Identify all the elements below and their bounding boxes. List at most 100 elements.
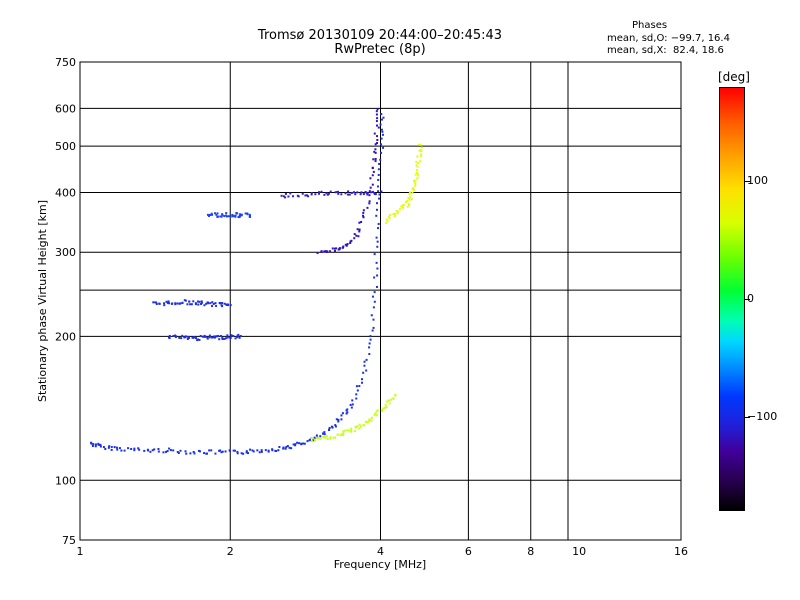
data-point xyxy=(137,447,140,450)
data-point xyxy=(248,214,251,217)
data-point xyxy=(310,440,313,443)
data-point xyxy=(303,442,306,445)
data-point xyxy=(220,451,223,454)
data-point xyxy=(381,130,384,133)
data-point xyxy=(219,215,222,218)
data-point xyxy=(355,234,358,237)
data-point xyxy=(407,204,410,207)
data-point xyxy=(358,427,361,430)
data-point xyxy=(123,449,126,452)
data-point xyxy=(408,202,411,205)
data-point xyxy=(233,449,236,452)
data-point xyxy=(335,418,338,421)
data-point xyxy=(152,301,155,304)
data-point xyxy=(397,210,400,213)
data-point xyxy=(196,338,199,341)
data-point xyxy=(260,449,263,452)
data-point xyxy=(153,448,156,451)
data-point xyxy=(371,174,374,177)
data-point xyxy=(368,190,371,193)
data-point xyxy=(369,186,372,189)
data-point xyxy=(389,214,392,217)
data-point xyxy=(168,336,171,339)
data-point xyxy=(157,447,160,450)
data-point xyxy=(223,302,226,305)
data-point xyxy=(232,214,235,217)
data-point xyxy=(120,449,123,452)
data-point xyxy=(383,406,386,409)
data-point xyxy=(350,429,353,432)
y-tick-label: 750 xyxy=(55,56,76,69)
data-point xyxy=(373,193,376,196)
data-point xyxy=(378,162,381,165)
y-tick-label: 600 xyxy=(55,102,76,115)
data-point xyxy=(245,451,248,454)
data-point xyxy=(239,213,242,216)
data-point xyxy=(356,228,359,231)
data-point xyxy=(377,126,380,129)
data-point xyxy=(107,446,110,449)
data-point xyxy=(375,120,378,123)
data-point xyxy=(373,150,376,153)
data-point xyxy=(345,244,348,247)
data-point xyxy=(238,336,241,339)
data-point xyxy=(201,335,204,338)
data-point xyxy=(211,336,214,339)
data-point xyxy=(366,206,369,209)
data-point xyxy=(227,304,230,307)
data-point xyxy=(388,215,391,218)
data-point xyxy=(211,213,214,216)
data-point xyxy=(359,193,362,196)
data-point xyxy=(271,449,274,452)
data-point xyxy=(167,300,170,303)
data-point xyxy=(327,192,330,195)
data-point xyxy=(225,215,228,218)
data-point xyxy=(368,418,371,421)
data-point xyxy=(232,334,235,337)
data-point xyxy=(194,337,197,340)
data-point xyxy=(162,451,165,454)
data-point xyxy=(375,124,378,127)
data-point xyxy=(374,160,377,163)
data-point xyxy=(197,449,200,452)
data-point xyxy=(372,170,375,173)
data-point xyxy=(370,419,373,422)
data-point xyxy=(325,192,328,195)
data-point xyxy=(308,439,311,442)
data-point xyxy=(158,302,161,305)
data-point xyxy=(420,150,423,153)
data-point xyxy=(341,412,344,415)
data-point xyxy=(346,243,349,246)
data-point xyxy=(351,399,354,402)
data-point xyxy=(226,334,229,337)
data-point xyxy=(333,247,336,250)
data-point xyxy=(406,205,409,208)
data-point xyxy=(244,212,247,215)
data-point xyxy=(220,334,223,337)
data-point xyxy=(371,329,374,332)
data-point xyxy=(363,360,366,363)
data-point xyxy=(200,301,203,304)
data-point xyxy=(373,300,376,303)
data-point xyxy=(347,429,350,432)
data-point xyxy=(355,385,358,388)
data-point xyxy=(94,445,97,448)
data-point xyxy=(373,413,376,416)
data-point xyxy=(365,369,368,372)
data-point xyxy=(350,427,353,430)
data-point xyxy=(360,191,363,194)
data-point xyxy=(411,188,414,191)
data-point xyxy=(400,205,403,208)
data-point xyxy=(225,212,228,215)
data-point xyxy=(381,133,384,136)
data-point xyxy=(335,247,338,250)
data-point xyxy=(113,446,116,449)
data-point xyxy=(229,215,232,218)
data-point xyxy=(213,336,216,339)
phase-stat-o: mean, sd,O: −99.7, 16.4 xyxy=(607,33,730,44)
data-point xyxy=(373,291,376,294)
x-tick-label: 2 xyxy=(227,545,234,558)
data-point xyxy=(329,437,332,440)
data-point xyxy=(333,249,336,252)
data-point xyxy=(332,436,335,439)
